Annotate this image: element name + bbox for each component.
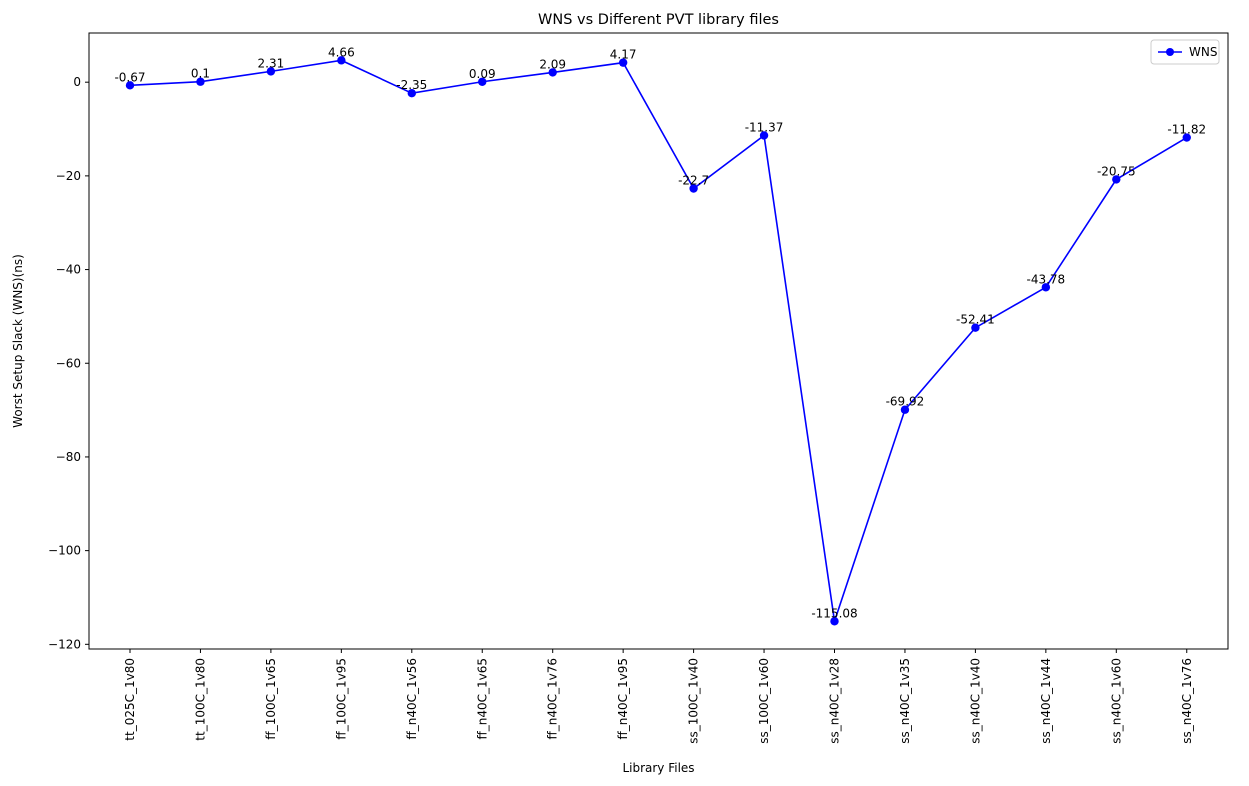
data-point [689, 184, 698, 193]
data-label: -11.37 [745, 120, 784, 134]
data-label: 0.09 [469, 67, 496, 81]
data-label: -11.82 [1167, 123, 1206, 137]
data-point [1041, 283, 1051, 292]
y-tick-label: −80 [56, 450, 81, 464]
x-tick-label: ff_n40C_1v56 [405, 658, 419, 740]
data-label: 0.1 [191, 67, 210, 81]
x-tick-label: ss_n40C_1v44 [1039, 658, 1053, 744]
y-tick-label: 0 [73, 75, 81, 89]
data-point [618, 58, 628, 67]
legend-point-marker [1166, 48, 1174, 56]
x-tick-label: ss_100C_1v60 [757, 658, 771, 744]
x-tick-label: ff_100C_1v65 [264, 658, 278, 740]
data-point [900, 405, 910, 414]
data-point [830, 617, 839, 626]
data-label: -69.92 [886, 395, 925, 409]
x-tick-label: ss_n40C_1v35 [898, 658, 912, 744]
data-label: 2.31 [258, 56, 285, 70]
x-axis-ticks: tt_025C_1v80 tt_100C_1v80 ff_100C_1v65 ff_1… [123, 649, 1194, 744]
data-label: 4.66 [328, 45, 355, 59]
data-label: -20.75 [1097, 164, 1136, 178]
y-axis-label: Worst Setup Slack (WNS)(ns) [11, 254, 25, 428]
data-label: 4.17 [610, 48, 637, 62]
y-tick-label: −20 [56, 169, 81, 183]
x-tick-label: ss_n40C_1v40 [968, 658, 982, 744]
x-tick-label: tt_100C_1v80 [193, 658, 207, 741]
data-point [337, 56, 346, 65]
data-label: -0.67 [114, 70, 145, 84]
data-point [196, 77, 205, 86]
data-label: -22.7 [678, 174, 709, 188]
data-label: 2.09 [539, 57, 566, 71]
x-axis-label: Library Files [622, 761, 694, 775]
chart-title: WNS vs Different PVT library files [538, 12, 779, 28]
x-tick-label: ff_100C_1v95 [334, 658, 348, 740]
y-tick-label: −120 [48, 637, 81, 651]
data-point [266, 67, 276, 76]
x-tick-label: ff_n40C_1v65 [475, 658, 489, 740]
data-point [1182, 133, 1191, 142]
data-point [1112, 175, 1121, 184]
x-tick-label: ff_n40C_1v76 [546, 658, 560, 740]
legend-label: WNS [1189, 45, 1217, 59]
data-point [407, 88, 416, 98]
x-tick-label: ss_n40C_1v60 [1109, 658, 1123, 744]
data-labels: -0.67 0.1 2.31 4.66 -2.35 0.09 2.09 4.17 -22.7 -1… [114, 45, 1206, 620]
legend-box [1150, 39, 1220, 65]
series-line-wns [129, 59, 1188, 622]
plot-frame [88, 32, 1229, 650]
data-label: -115.08 [811, 606, 857, 620]
y-axis-ticks: 0 −20 −40 −60 −80 −100 −120 [48, 75, 89, 651]
data-label: -2.35 [396, 78, 427, 92]
data-point [548, 68, 557, 77]
x-tick-label: ff_n40C_1v95 [616, 658, 630, 740]
x-tick-label: ss_n40C_1v28 [828, 658, 842, 744]
data-label: -43.78 [1027, 272, 1066, 286]
legend: WNS [1150, 39, 1220, 65]
x-tick-label: tt_025C_1v80 [123, 658, 137, 741]
data-point [125, 81, 135, 90]
data-point [971, 323, 980, 332]
y-tick-label: −60 [56, 356, 81, 370]
data-point [478, 77, 487, 86]
series-layer [125, 56, 1191, 626]
x-tick-label: ss_100C_1v40 [687, 658, 701, 744]
data-label: -52.41 [956, 313, 995, 327]
y-tick-label: −100 [48, 544, 81, 558]
y-tick-label: −40 [56, 263, 81, 277]
x-tick-label: ss_n40C_1v76 [1180, 658, 1194, 744]
data-point [759, 131, 769, 140]
